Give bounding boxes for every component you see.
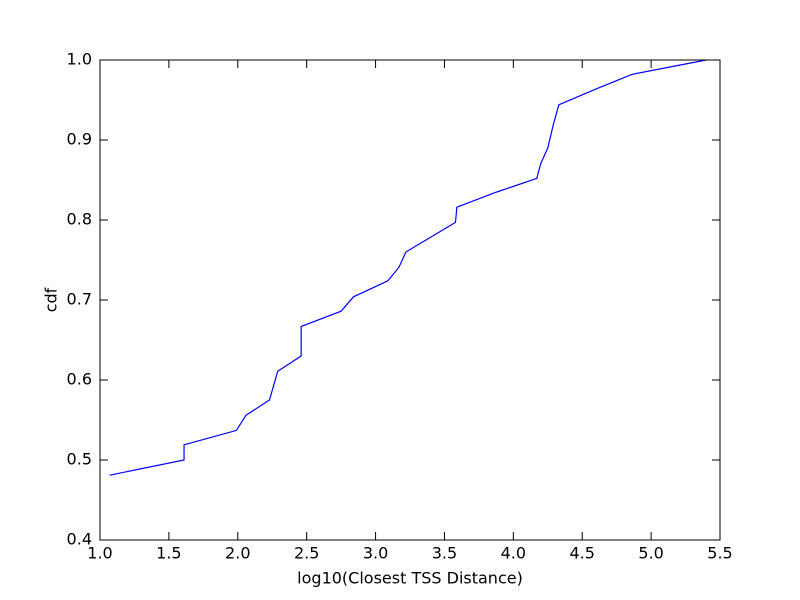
y-tick-label: 0.7	[67, 290, 92, 309]
x-tick-label: 5.0	[638, 544, 663, 563]
data-line	[109, 59, 707, 476]
x-axis-label: log10(Closest TSS Distance)	[297, 569, 523, 588]
y-tick-label: 0.4	[67, 530, 92, 549]
y-tick-label: 0.5	[67, 450, 92, 469]
y-axis-label: cdf	[42, 287, 61, 312]
x-tick-label: 2.0	[225, 544, 250, 563]
plot-frame	[99, 59, 721, 541]
y-tick-label: 0.6	[67, 370, 92, 389]
x-tick-label: 1.0	[87, 544, 112, 563]
y-tick-label: 0.8	[67, 210, 92, 229]
x-tick-label: 4.5	[569, 544, 594, 563]
y-tick-label: 0.9	[67, 130, 92, 149]
x-tick-label: 2.5	[294, 544, 319, 563]
x-tick-label: 1.5	[156, 544, 181, 563]
x-tick-label: 5.5	[707, 544, 732, 563]
x-tick-label: 4.0	[501, 544, 526, 563]
x-tick-label: 3.5	[432, 544, 457, 563]
y-tick-label: 1.0	[67, 50, 92, 69]
x-tick-label: 3.0	[363, 544, 388, 563]
